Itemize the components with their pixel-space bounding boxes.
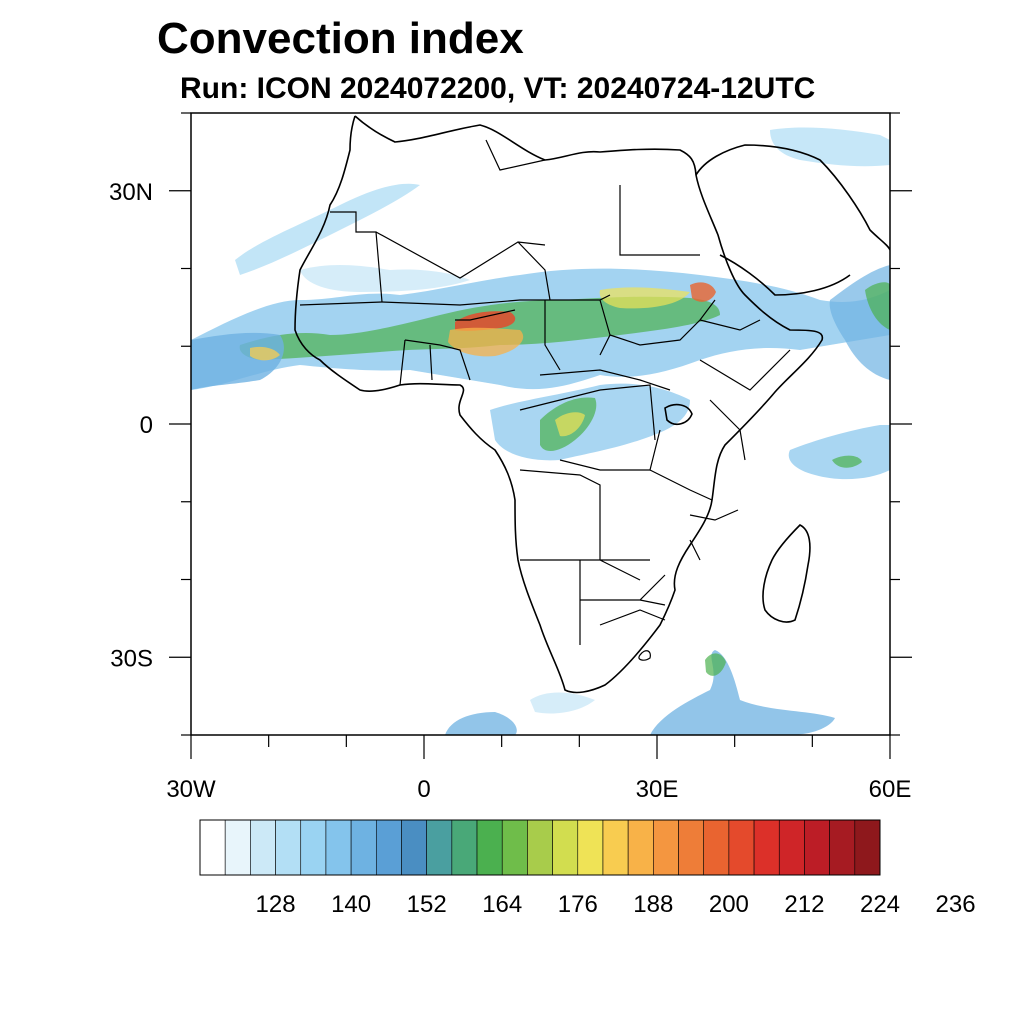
y-tick-label: 30N [109, 179, 153, 206]
field-ethiopia-max [690, 282, 716, 302]
border-central [519, 369, 671, 471]
colorbar-label: 152 [407, 891, 447, 918]
colorbar-swatch [199, 819, 226, 876]
colorbar-swatch [728, 819, 755, 876]
field-sw-atlantic [530, 692, 595, 714]
colorbar-label: 164 [482, 891, 522, 918]
colorbar-swatch [401, 819, 427, 876]
lake-victoria [664, 403, 693, 426]
colorbar-swatch [577, 819, 604, 876]
field-atlantic-core [250, 346, 280, 361]
colorbar-swatch [804, 819, 830, 876]
colorbar-label: 176 [558, 891, 598, 918]
colorbar-swatch [778, 819, 805, 876]
colorbar-swatch [678, 819, 705, 876]
field-arabian-core [865, 282, 890, 330]
field-sahara-streak [300, 265, 470, 292]
country-borders [299, 139, 791, 661]
colorbar-swatch [703, 819, 730, 876]
coastlines [294, 115, 890, 694]
field-atlantic-itcz [191, 332, 284, 390]
axis-ticks: 30W 0 30E 60E 30N 0 30S [109, 112, 912, 803]
colorbar-swatch [350, 819, 377, 876]
colorbar-swatch [375, 819, 402, 876]
colorbar-swatch [829, 819, 856, 876]
arabia-coastline [695, 144, 890, 296]
field-nw-streak [235, 183, 420, 275]
x-tick-label: 30W [166, 776, 216, 803]
colorbar-label: 128 [256, 891, 296, 918]
colorbar-swatch [300, 819, 327, 876]
colorbar-label: 200 [709, 891, 749, 918]
colorbar-swatch [275, 819, 302, 876]
colorbar: 128 140 152 164 176 188 200 212 224 236 [199, 819, 976, 918]
colorbar-swatch [653, 819, 679, 876]
border-south [519, 469, 739, 661]
border-west-africa [399, 309, 516, 386]
field-congo-yellow [555, 412, 585, 437]
chart-subtitle: Run: ICON 2024072200, VT: 20240724-12UTC [180, 72, 816, 105]
convection-field [191, 127, 890, 735]
field-south-indian-core [705, 653, 726, 676]
colorbar-swatch [501, 819, 528, 876]
colorbar-label: 224 [860, 891, 900, 918]
colorbar-swatch [753, 819, 780, 876]
madagascar-coastline [762, 524, 811, 623]
chart-title: Convection index [157, 14, 524, 63]
colorbar-swatch [224, 819, 251, 876]
field-indian-core [832, 455, 862, 468]
colorbar-swatch [451, 819, 478, 876]
y-tick-label: 0 [140, 412, 153, 439]
x-tick-label: 30E [636, 776, 679, 803]
x-tick-label: 0 [417, 776, 430, 803]
field-nigeria-max [455, 311, 516, 331]
colorbar-swatch [602, 819, 629, 876]
y-tick-label: 30S [110, 645, 153, 672]
colorbar-swatch [627, 819, 654, 876]
field-indian-ocean [788, 425, 890, 480]
field-med-cells [770, 127, 890, 167]
field-niger-orange [448, 327, 524, 357]
colorbar-label: 188 [633, 891, 673, 918]
colorbar-swatch [552, 819, 579, 876]
africa-coastline [294, 115, 824, 694]
x-tick-label: 60E [869, 776, 912, 803]
colorbar-swatch [527, 819, 553, 876]
colorbar-label: 236 [936, 891, 976, 918]
colorbar-label: 212 [784, 891, 824, 918]
border-east [649, 319, 791, 501]
border-maghreb [330, 139, 700, 303]
colorbar-label: 140 [331, 891, 371, 918]
colorbar-swatch [476, 819, 503, 876]
field-south-indian [650, 650, 835, 735]
colorbar-swatch [250, 819, 276, 876]
field-sudan-yellow [599, 287, 690, 309]
field-south-atlantic [445, 712, 517, 735]
colorbar-frame [199, 819, 881, 876]
colorbar-swatch [426, 819, 453, 876]
border-sahel [299, 294, 716, 371]
colorbar-swatch [854, 819, 881, 876]
colorbar-swatch [325, 819, 352, 876]
